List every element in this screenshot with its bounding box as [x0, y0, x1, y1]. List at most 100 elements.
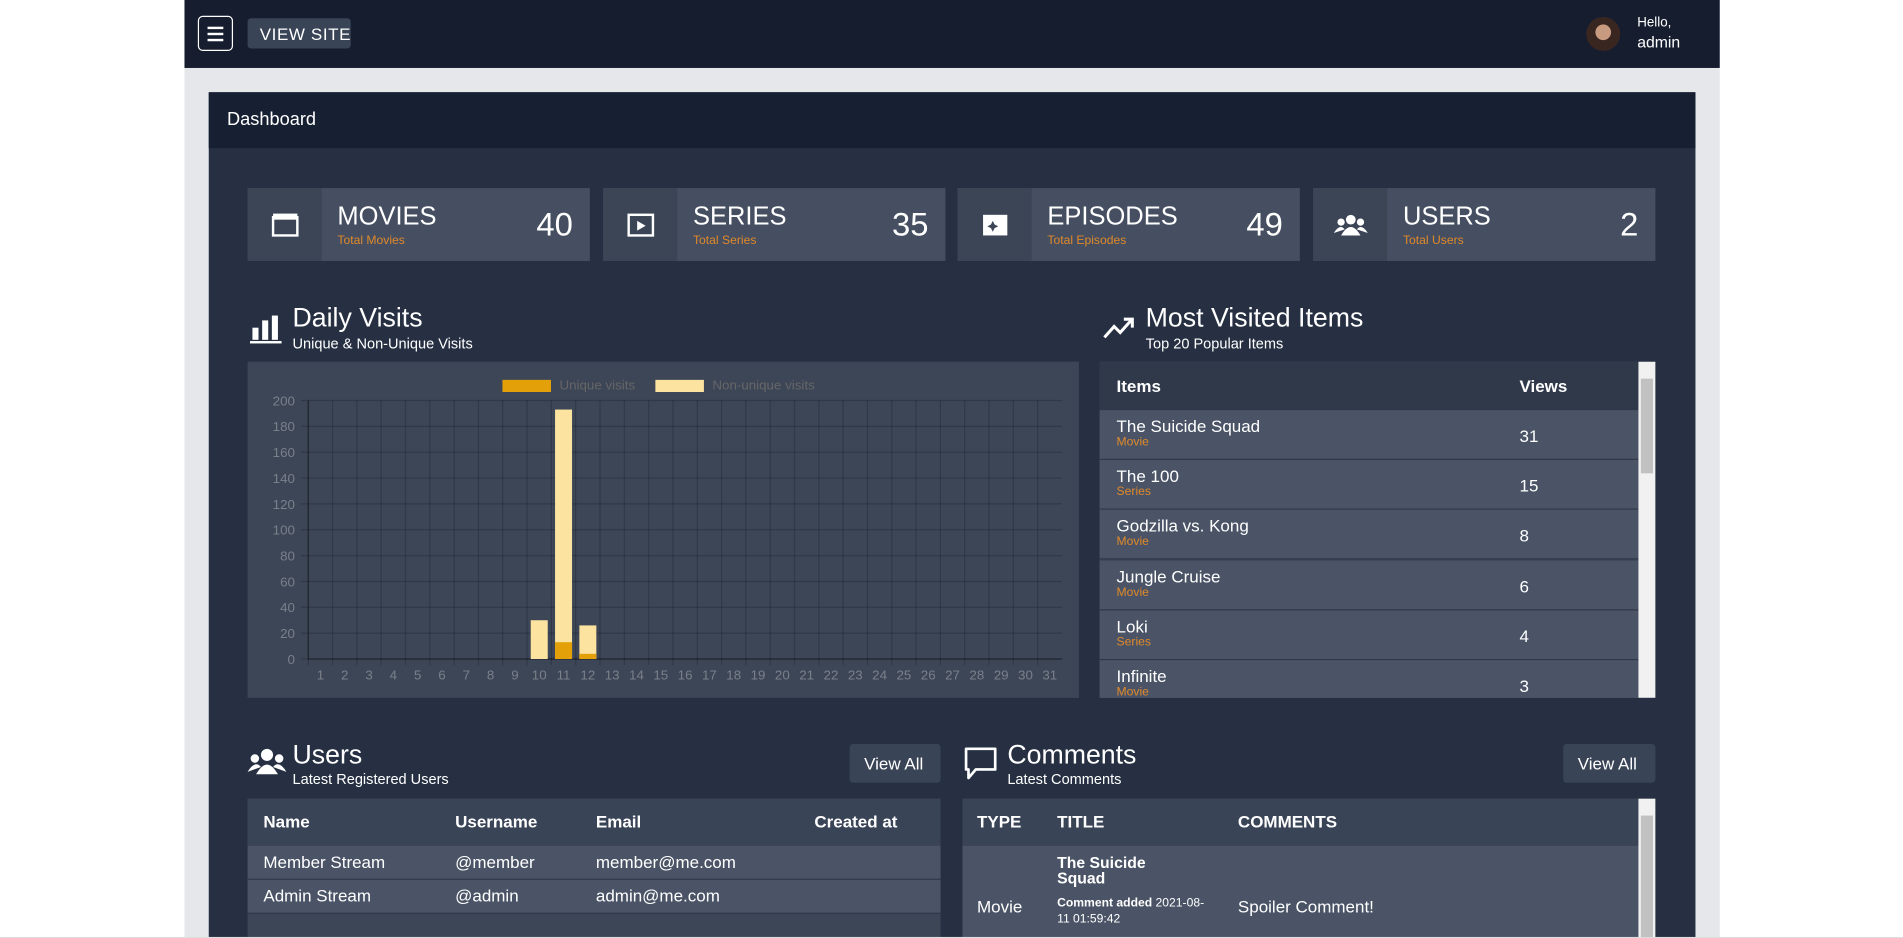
- x-tick-label: 18: [726, 668, 741, 683]
- x-tick-label: 25: [896, 668, 911, 683]
- item-name: Jungle Cruise: [1116, 566, 1221, 586]
- x-tick-label: 30: [1018, 668, 1033, 683]
- chart-box: [247, 361, 1079, 698]
- item-type: Series: [1116, 485, 1151, 500]
- cell: Admin Stream: [263, 885, 372, 906]
- x-tick-label: 23: [848, 668, 863, 683]
- x-tick-label: 29: [994, 668, 1009, 683]
- stat-subtitle: Total Series: [692, 234, 757, 248]
- section-subtitle: Latest Registered Users: [292, 770, 449, 788]
- column-header: Created at: [814, 811, 898, 832]
- item-views: 4: [1519, 625, 1529, 646]
- stat-value: 2: [1620, 206, 1639, 243]
- item-type: Movie: [1116, 585, 1149, 600]
- item-name: Infinite: [1116, 666, 1167, 686]
- user-name[interactable]: admin: [1637, 32, 1681, 51]
- section-title: Daily Visits: [292, 302, 423, 333]
- menu-button[interactable]: [197, 15, 234, 51]
- y-tick-label: 20: [280, 626, 295, 641]
- section-subtitle: Unique & Non-Unique Visits: [292, 334, 473, 352]
- x-tick-label: 6: [438, 668, 445, 683]
- section-title: Comments: [1007, 739, 1137, 770]
- stat-icon-box: [957, 188, 1032, 261]
- stat-card: EPISODES Total Episodes 49: [957, 188, 1300, 261]
- trend-icon: [1103, 317, 1134, 339]
- meta-label: Comment added: [1057, 896, 1153, 911]
- comment-meta: Comment added 2021-08-11 01:59:42: [1057, 896, 1209, 928]
- legend-label: Non-unique visits: [712, 378, 815, 393]
- x-tick-label: 19: [751, 668, 766, 683]
- bottom-edge: [0, 936, 1903, 938]
- x-tick-label: 24: [872, 668, 887, 683]
- legend-swatch: [655, 379, 704, 393]
- x-tick-label: 21: [799, 668, 814, 683]
- stat-icon-box: [1313, 188, 1388, 261]
- x-tick-label: 31: [1042, 668, 1057, 683]
- cell: @admin: [455, 885, 519, 906]
- comments-table: TYPE TITLE COMMENTS Movie The Suicide Squad C…: [962, 798, 1656, 938]
- view-site-button[interactable]: VIEW SITE: [247, 18, 352, 49]
- x-tick-label: 4: [390, 668, 398, 683]
- x-tick-label: 1: [317, 668, 324, 683]
- x-tick-label: 28: [969, 668, 984, 683]
- view-all-button[interactable]: View All: [1563, 743, 1656, 783]
- y-tick-label: 80: [280, 548, 295, 563]
- button-label: View All: [864, 753, 924, 774]
- table-row: [247, 879, 941, 914]
- section-title: Users: [292, 739, 363, 770]
- x-tick-label: 5: [414, 668, 421, 683]
- stat-icon: [983, 214, 1008, 236]
- column-header: COMMENTS: [1237, 811, 1338, 832]
- stat-icon-box: [247, 188, 322, 261]
- stat-title: USERS: [1402, 202, 1491, 231]
- comment-text: Spoiler Comment!: [1237, 896, 1374, 917]
- stat-value: 49: [1246, 206, 1283, 243]
- item-views: 31: [1519, 425, 1539, 446]
- y-tick-label: 0: [287, 652, 294, 667]
- x-tick-label: 14: [629, 668, 644, 683]
- y-tick-label: 180: [273, 419, 295, 434]
- x-tick-label: 17: [702, 668, 717, 683]
- legend-label: Unique visits: [559, 378, 635, 393]
- item-views: 8: [1519, 525, 1529, 546]
- chart-icon: [250, 315, 282, 344]
- x-tick-label: 11: [557, 668, 571, 683]
- item-type: Movie: [1116, 535, 1149, 550]
- stat-title: MOVIES: [337, 202, 437, 231]
- cell: admin@me.com: [595, 885, 720, 906]
- column-header: Items: [1116, 376, 1161, 396]
- column-header: Views: [1519, 376, 1568, 396]
- item-type: Movie: [1116, 435, 1149, 450]
- avatar[interactable]: [1586, 16, 1621, 51]
- x-tick-label: 27: [945, 668, 960, 683]
- page-title: Dashboard: [226, 109, 317, 130]
- x-tick-label: 7: [463, 668, 470, 683]
- y-tick-label: 60: [280, 574, 295, 589]
- item-type: Series: [1116, 635, 1151, 650]
- section-title: Most Visited Items: [1145, 302, 1364, 333]
- view-all-button[interactable]: View All: [849, 743, 941, 783]
- cell: member@me.com: [595, 851, 736, 872]
- stat-subtitle: Total Movies: [337, 234, 405, 248]
- column-header: TYPE: [976, 811, 1022, 832]
- greeting: Hello,: [1637, 15, 1672, 31]
- y-tick-label: 140: [273, 471, 295, 486]
- stat-icon: [627, 213, 655, 237]
- most-visited-table: Items Views The Suicide Squad Movie 31 The 10…: [1099, 361, 1656, 698]
- column-header: Username: [455, 811, 538, 832]
- x-tick-label: 9: [511, 668, 518, 683]
- x-tick-label: 8: [487, 668, 494, 683]
- cell: Member Stream: [263, 851, 386, 872]
- table-row: [1099, 560, 1639, 610]
- stat-card: SERIES Total Series 35: [603, 188, 946, 261]
- comment-date: 2021-08-11 01:59:42: [1057, 896, 1205, 927]
- item-name: Godzilla vs. Kong: [1116, 516, 1249, 536]
- table-header: [247, 798, 941, 845]
- users-icon: [247, 748, 287, 775]
- item-views: 3: [1519, 676, 1529, 696]
- column-header: Email: [595, 811, 642, 832]
- scrollbar-thumb: [1640, 378, 1653, 474]
- table-row: [1099, 610, 1639, 660]
- button-label: VIEW SITE: [259, 24, 352, 44]
- y-tick-label: 40: [280, 600, 295, 615]
